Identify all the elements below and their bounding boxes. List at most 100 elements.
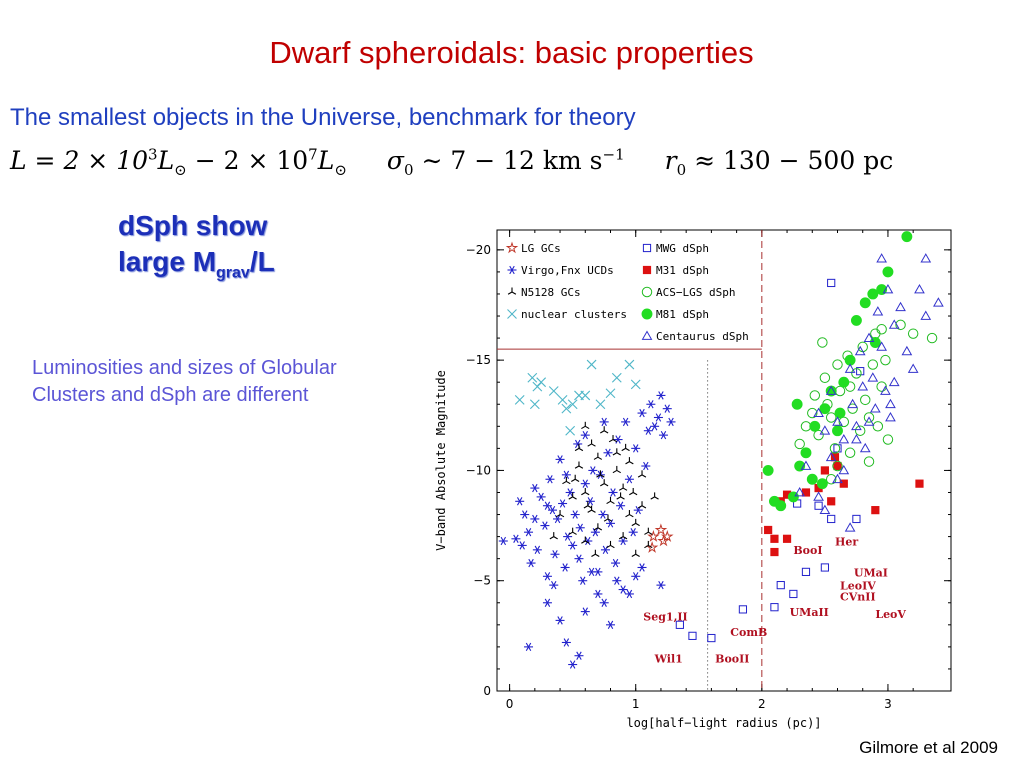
data-point [561, 403, 572, 414]
data-point [915, 479, 924, 488]
data-point [658, 430, 668, 440]
data-point [863, 412, 875, 423]
data-point [867, 288, 879, 300]
annotation-label: LeoIV [840, 580, 876, 593]
legend-marker [507, 287, 517, 295]
data-point [907, 328, 919, 339]
data-point [515, 497, 525, 506]
data-point [527, 372, 538, 383]
luminosity-formula: L = 2 × 103L⊙ − 2 × 107L⊙ [10, 146, 347, 180]
data-point [644, 540, 653, 549]
data-point [565, 425, 576, 436]
legend-label: ACS−LGS dSph [656, 286, 735, 299]
data-point [859, 297, 871, 309]
data-point [628, 528, 638, 537]
radius-formula: r0 ≈ 130 − 500 pc [664, 146, 894, 180]
data-point [588, 466, 598, 475]
y-axis-label: V−band Absolute Magnitude [434, 370, 448, 551]
data-point [612, 576, 622, 585]
data-point [583, 501, 592, 509]
y-tick-label: −10 [466, 463, 491, 477]
data-point [529, 399, 540, 410]
legend-marker [507, 309, 517, 319]
data-point [794, 486, 806, 497]
data-point [542, 572, 552, 581]
data-point [880, 354, 891, 366]
data-point [707, 633, 716, 643]
body-text: Luminosities and sizes of Globular Clust… [32, 357, 337, 406]
data-point [548, 386, 559, 396]
y-tick-label: −5 [473, 574, 491, 588]
data-point [872, 306, 884, 316]
data-point [595, 399, 606, 410]
data-point [832, 473, 843, 484]
data-point [888, 319, 900, 329]
data-point [608, 488, 618, 497]
data-point [820, 466, 829, 475]
data-point [819, 372, 831, 384]
data-point [606, 620, 615, 629]
data-point [867, 372, 879, 382]
data-point [585, 497, 595, 506]
x-tick-label: 2 [758, 697, 766, 711]
data-point [650, 422, 660, 431]
data-point [814, 501, 823, 510]
data-point [920, 253, 932, 263]
data-point [647, 529, 660, 542]
data-point [608, 435, 618, 443]
data-point [587, 567, 597, 577]
data-point [574, 554, 584, 563]
data-point [612, 448, 621, 456]
data-point [827, 497, 836, 506]
data-point [885, 398, 896, 409]
data-point [606, 496, 615, 505]
data-point [555, 616, 565, 625]
data-point [852, 514, 861, 524]
data-point [630, 379, 641, 390]
data-point [876, 381, 887, 392]
callout-line-1: dSph show [118, 210, 268, 241]
data-point [888, 376, 900, 387]
data-point [882, 284, 894, 294]
data-point [817, 337, 828, 348]
data-point [854, 425, 866, 436]
data-point [606, 540, 615, 549]
data-point [616, 501, 626, 510]
data-point [920, 310, 932, 320]
data-point [882, 434, 894, 445]
x-tick-label: 3 [884, 697, 892, 711]
data-point [637, 563, 647, 572]
data-point [901, 345, 913, 356]
data-point [844, 363, 856, 373]
data-point [593, 523, 603, 531]
data-point [895, 319, 906, 331]
legend-label: M81 dSph [656, 308, 709, 321]
data-point [801, 567, 811, 576]
data-point [598, 510, 608, 519]
data-point [867, 359, 879, 370]
data-point [530, 514, 540, 524]
page-title: Dwarf spheroidals: basic properties [269, 35, 754, 70]
data-point [596, 470, 605, 478]
data-point [782, 534, 792, 543]
data-point [882, 266, 894, 278]
data-point [599, 417, 609, 427]
data-point [870, 328, 881, 339]
data-point [876, 341, 888, 351]
data-point [575, 523, 585, 532]
data-point [612, 465, 621, 474]
data-point [605, 388, 616, 399]
data-point [611, 372, 622, 383]
data-point [618, 536, 628, 546]
data-point [526, 558, 536, 568]
data-point [587, 439, 596, 447]
data-point [532, 545, 542, 555]
data-point [625, 510, 634, 518]
data-point [580, 390, 591, 401]
data-point [637, 470, 647, 478]
callout-line-2: large Mgrav/L [118, 246, 275, 282]
data-point [542, 598, 552, 607]
data-point [813, 491, 824, 501]
annotation-label: LeoV [875, 608, 906, 621]
data-point [517, 541, 527, 550]
